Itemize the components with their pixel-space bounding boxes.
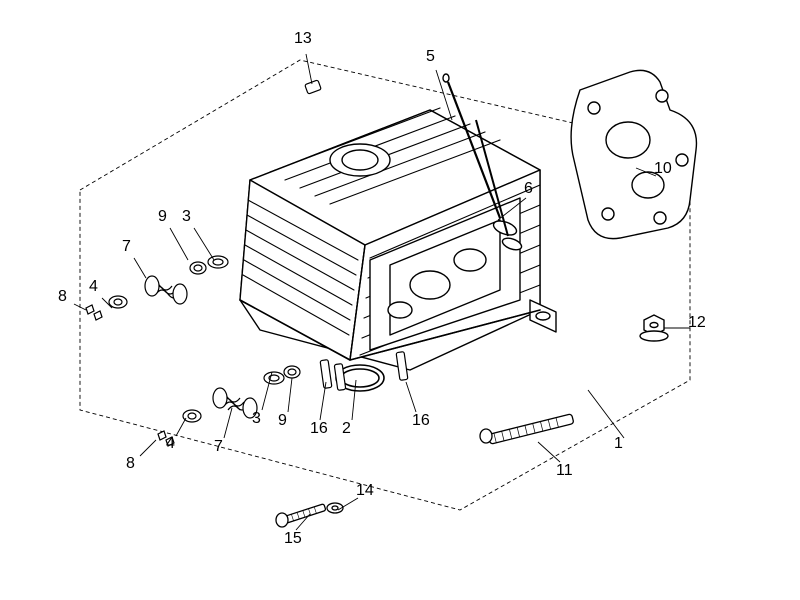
top-dowel — [305, 80, 322, 94]
valve-spring-assy-lower — [158, 366, 300, 446]
valve-spring-assy-upper — [86, 256, 228, 320]
head-gasket — [571, 70, 696, 238]
flange-nut — [640, 315, 668, 341]
diagram-container: Partszaal — [0, 0, 800, 600]
diagram-svg — [0, 0, 800, 600]
stud-bolt — [480, 414, 574, 445]
